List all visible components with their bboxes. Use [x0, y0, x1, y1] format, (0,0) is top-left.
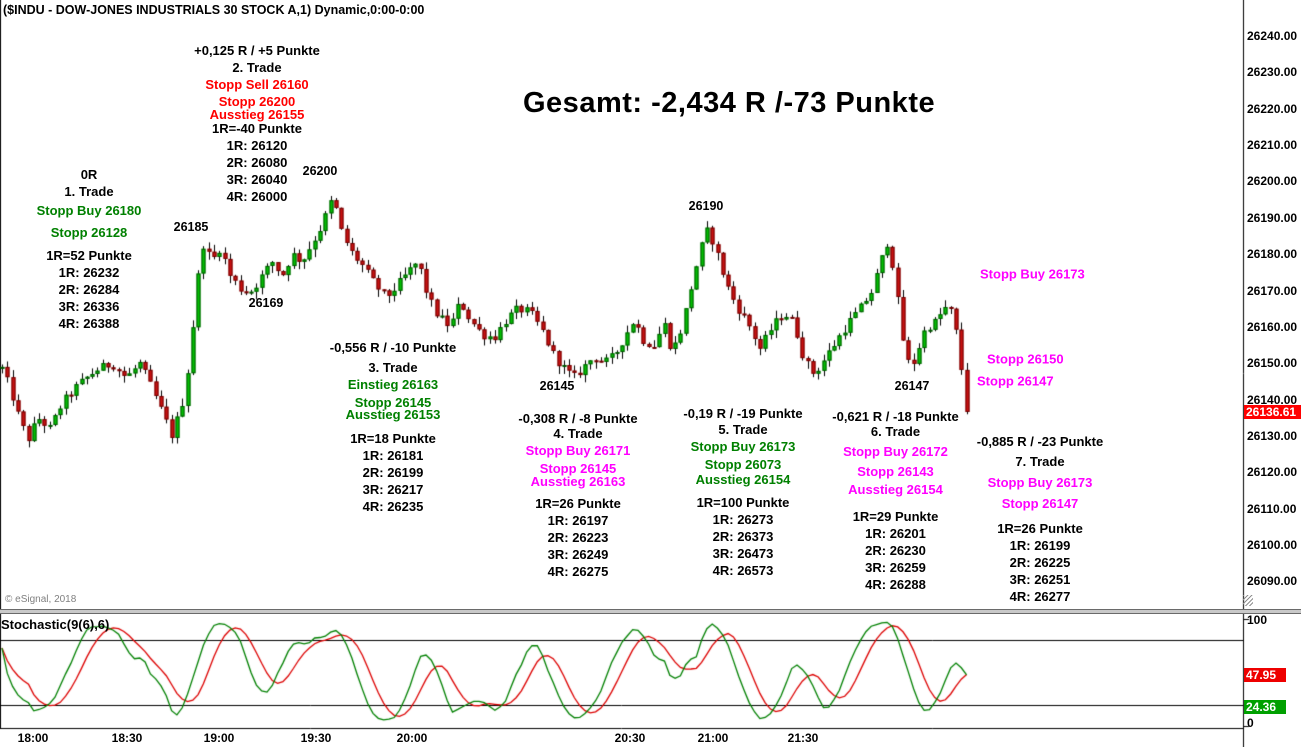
price-axis-pane[interactable] — [1243, 0, 1301, 728]
time-axis-pane[interactable] — [0, 728, 1243, 747]
current-price-tag: 26136.61 — [1244, 404, 1301, 419]
stochastic-k-value-tag: 24.36 — [1244, 700, 1286, 714]
pane-resize-handle[interactable] — [1243, 595, 1253, 606]
pane-splitter[interactable] — [0, 609, 1301, 614]
stochastic-pane[interactable] — [0, 615, 1243, 728]
main-chart-pane[interactable] — [0, 0, 1243, 610]
stochastic-d-value-tag: 47.95 — [1244, 668, 1286, 682]
